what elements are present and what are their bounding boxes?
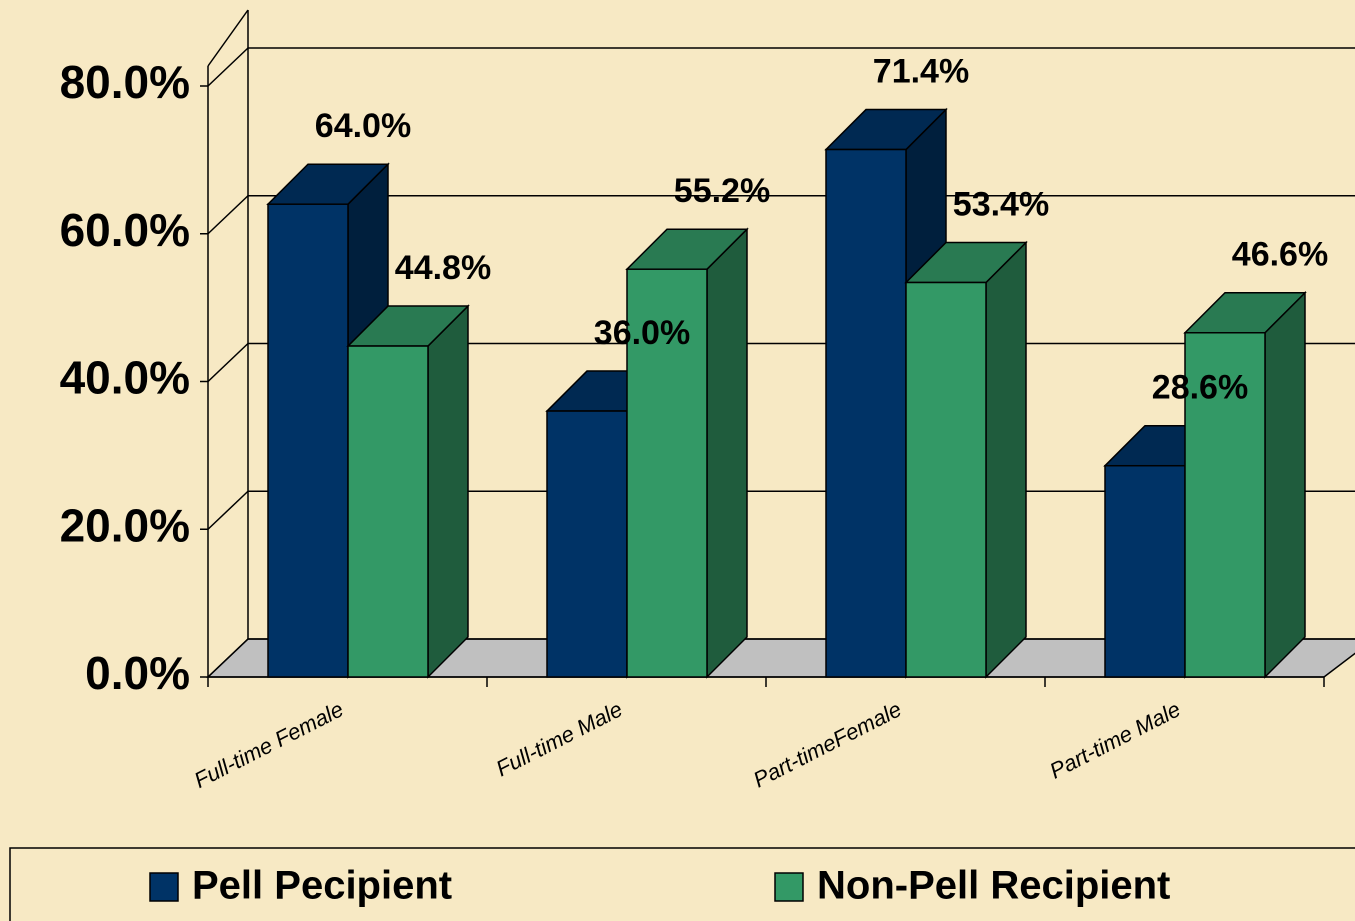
grid-line (207, 638, 249, 678)
grid-line (207, 195, 249, 235)
legend-swatch (149, 872, 179, 902)
legend-swatch (774, 872, 804, 902)
bar (905, 281, 987, 678)
y-tick-label: 0.0% (85, 647, 190, 699)
bar (1184, 331, 1266, 678)
grid-line (207, 342, 249, 383)
legend-box (9, 847, 1355, 921)
legend-label: Pell Pecipient (192, 864, 452, 908)
bar-side (1264, 290, 1306, 679)
bar (546, 410, 628, 678)
value-label: 53.4% (953, 185, 1049, 223)
bar-side (985, 240, 1027, 679)
bar-side (706, 227, 748, 679)
x-tick-label: Full-time Female (190, 696, 347, 793)
bar (1104, 464, 1186, 678)
value-label: 36.0% (594, 314, 690, 352)
value-label: 55.2% (674, 172, 770, 210)
x-tick-label: Full-time Male (492, 696, 626, 781)
wall-top-edge (207, 9, 249, 67)
x-tick-label: Part-time Male (1046, 696, 1185, 783)
y-tick-label: 20.0% (60, 499, 190, 551)
bar (267, 203, 349, 678)
grid-line (207, 490, 249, 530)
value-label: 44.8% (395, 249, 491, 287)
y-tick-label: 40.0% (60, 352, 190, 404)
x-tick-label: Part-timeFemale (749, 696, 905, 792)
value-label: 64.0% (315, 107, 411, 145)
bar (347, 345, 429, 678)
value-label: 71.4% (873, 53, 969, 91)
y-tick-label: 80.0% (60, 56, 190, 108)
y-tick-label: 60.0% (60, 204, 190, 256)
bar (626, 268, 708, 678)
value-label: 46.6% (1232, 236, 1328, 274)
bar (825, 148, 907, 678)
bar-side (427, 304, 469, 679)
value-label: 28.6% (1152, 369, 1248, 407)
legend-label: Non-Pell Recipient (817, 864, 1170, 908)
grid-line (207, 47, 249, 87)
